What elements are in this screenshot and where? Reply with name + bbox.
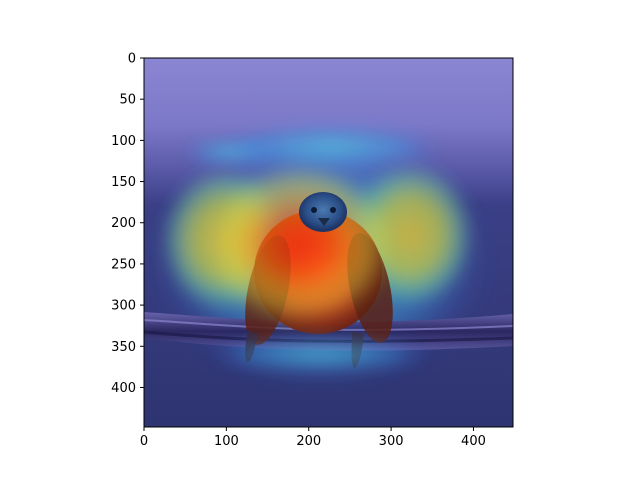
x-tick-label: 200 [296,434,321,449]
x-tick-label: 300 [379,434,404,449]
y-axis: 0 50 100 150 200 250 300 350 400 [111,52,144,396]
bird-beak [318,218,330,226]
y-tick-label: 200 [111,216,136,231]
y-tick-label: 300 [111,299,136,314]
axes-frame [143,57,514,428]
y-tick-label: 350 [111,340,136,355]
heat-lower-glow [210,337,430,373]
heatmap-image [144,58,513,427]
x-tick-label: 400 [461,434,486,449]
x-axis: 0 100 200 300 400 [140,427,486,449]
x-tick-label: 100 [214,434,239,449]
x-tick-label: 0 [140,434,148,449]
bird-head [299,192,347,232]
y-tick-label: 50 [119,93,136,108]
bird-eye-right [330,207,336,213]
y-tick-label: 250 [111,257,136,272]
y-tick-label: 400 [111,381,136,396]
y-tick-label: 100 [111,134,136,149]
bird-eye-left [311,207,317,213]
y-tick-label: 150 [111,175,136,190]
heat-hot-core [208,165,392,325]
y-tick-label: 0 [128,52,136,67]
